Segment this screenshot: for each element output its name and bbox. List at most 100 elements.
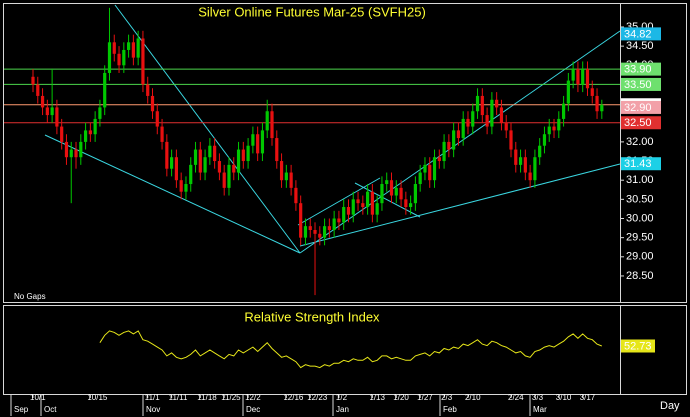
candle-body (150, 95, 155, 112)
y-tick-label: 29.50 (626, 232, 654, 244)
price-tag-label: 33.50 (624, 79, 652, 91)
candle-body (442, 141, 446, 162)
price-tag-label: 31.43 (624, 158, 652, 170)
x-tick-label: 2/10 (465, 393, 481, 402)
candle-body (542, 134, 547, 146)
price-tag (621, 116, 661, 130)
candle-body (40, 95, 45, 108)
candle-body (303, 226, 308, 238)
candle-body (337, 218, 341, 223)
candle-body (322, 226, 327, 238)
price-tag (621, 77, 661, 91)
candle-body (437, 157, 441, 162)
candle-body (136, 38, 140, 58)
x-tick-label: 2/24 (508, 393, 524, 402)
candle-body (222, 172, 226, 188)
candle-body (284, 172, 288, 181)
x-tick-label: 11/11 (169, 393, 188, 402)
candle-body (356, 199, 360, 204)
price-tag (621, 157, 661, 171)
candle-body (518, 157, 523, 165)
candle-body (485, 115, 489, 127)
price-panel (3, 3, 687, 303)
y-tick-label: 35.00 (626, 21, 654, 33)
candle-body (313, 229, 317, 234)
candle-body (69, 149, 73, 158)
y-tick-label: 28.50 (626, 270, 654, 282)
candle-body (174, 157, 178, 181)
candle-body (256, 134, 260, 154)
candle-body (447, 141, 451, 150)
candle-body (294, 187, 298, 204)
trendline (354, 182, 421, 218)
candle-body (60, 126, 64, 142)
candle-body (275, 138, 279, 162)
candle-body (189, 164, 193, 185)
candle-body (370, 191, 374, 215)
candle-body (351, 199, 355, 215)
candle-body (418, 172, 422, 185)
candle-body (270, 111, 274, 139)
candle-body (64, 141, 69, 158)
candle-body (346, 207, 351, 215)
candle-body (193, 149, 198, 165)
y-tick-label: 32.00 (626, 136, 654, 148)
candle-body (217, 161, 222, 173)
candle-body (198, 149, 202, 173)
y-tick-label: 29.00 (626, 251, 654, 263)
y-tick-label: 30.50 (626, 193, 654, 205)
candle-body (361, 203, 365, 208)
month-label: Sep (14, 405, 29, 414)
candle-body (227, 164, 231, 188)
x-tick-label: 10/15 (87, 393, 108, 402)
candle-body (375, 203, 379, 215)
y-tick-label: 31.00 (626, 174, 654, 186)
candle-body (399, 187, 403, 200)
candle-body (208, 145, 212, 158)
rsi-title: Relative Strength Index (244, 309, 380, 324)
candle-body (74, 149, 78, 158)
month-label: Dec (246, 405, 260, 414)
x-tick-label: 3/3 (532, 393, 544, 402)
candle-body (466, 118, 470, 127)
candle-body (566, 80, 570, 104)
price-tag-label: 33.90 (624, 64, 652, 76)
candle-body (131, 42, 135, 58)
candle-body (547, 126, 551, 135)
x-tick-label: 12/16 (283, 393, 304, 402)
candle-body (332, 218, 336, 230)
candle-body (538, 145, 542, 158)
price-tag-label: 32.90 (624, 102, 652, 114)
candle-body (289, 172, 293, 188)
x-tick-label: 2/3 (441, 393, 453, 402)
candle-body (31, 76, 35, 85)
candle-body (83, 130, 88, 142)
price-tag (621, 100, 661, 114)
candle-body (490, 99, 494, 127)
candle-body (165, 141, 169, 169)
x-tick-label: 3/10 (556, 393, 572, 402)
x-tick-label: 11/1 (145, 393, 161, 402)
candle-body (509, 130, 513, 150)
trendline (44, 134, 301, 254)
candle-body (79, 141, 83, 158)
candle-body (55, 107, 59, 127)
candle-body (184, 184, 188, 192)
month-label: Nov (146, 405, 160, 414)
candle-body (480, 95, 484, 116)
price-tag-label: 34.82 (624, 28, 652, 40)
candle-body (504, 122, 508, 131)
candle-body (385, 180, 389, 185)
candle-body (423, 164, 427, 173)
candle-body (581, 69, 585, 85)
x-tick-label: 3/17 (580, 393, 596, 402)
y-tick-label: 34.50 (626, 40, 654, 52)
candle-body (404, 199, 408, 208)
candle-body (107, 42, 112, 73)
candle-body (170, 157, 174, 169)
candle-body (236, 149, 241, 173)
candle-body (533, 157, 537, 181)
candle-body (389, 180, 394, 196)
candle-body (103, 72, 107, 108)
